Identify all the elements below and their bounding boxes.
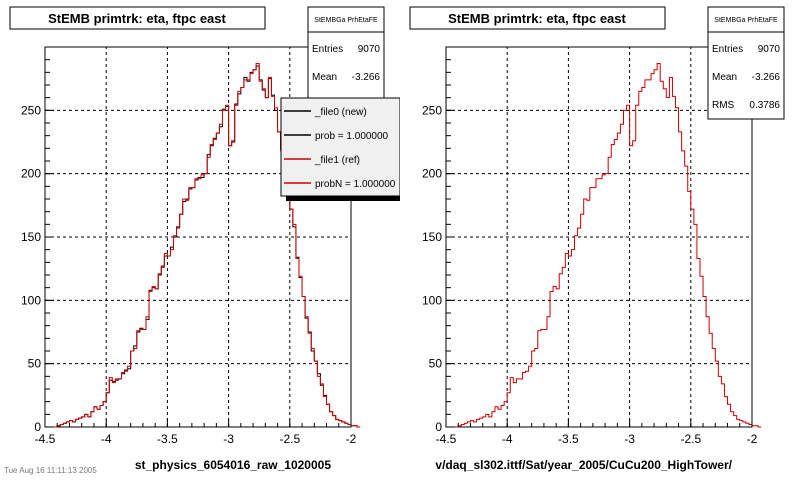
x-tick-label: -2.5: [279, 432, 300, 446]
stats-box: StEMBGa PrhEtaFE Entries 9070 Mean -3.266: [307, 6, 385, 100]
stats-mean-value: -3.266: [752, 72, 781, 83]
title-box: StEMB primtrk: eta, ftpc east: [409, 6, 666, 30]
y-tick-label: 200: [422, 167, 442, 181]
footer-timestamp: Tue Aug 16 11:11:13 2005: [4, 466, 97, 475]
stats-mean-value: -3.266: [352, 72, 381, 83]
legend-label: probN = 1.000000: [315, 179, 396, 190]
x-tick-label: -3: [223, 432, 234, 446]
y-tick-label: 150: [422, 230, 442, 244]
y-tick-label: 100: [21, 293, 41, 307]
x-tick-label: -2: [747, 432, 758, 446]
stats-rms-label: RMS: [712, 100, 735, 111]
stats-name: StEMBGa PrhEtaFE: [714, 17, 778, 24]
stats-entries-value: 9070: [358, 44, 381, 55]
x-axis-label: v/daq_sl302.ittf/Sat/year_2005/CuCu200_H…: [435, 458, 732, 472]
legend-label: _file1 (ref): [314, 155, 360, 166]
stats-box: StEMBGa PrhEtaFE Entries 9070 Mean -3.266 RMS…: [707, 6, 785, 120]
y-tick-label: 200: [21, 167, 41, 181]
stats-frame: [307, 6, 385, 100]
y-tick-label: 100: [422, 293, 442, 307]
x-tick-label: -3.5: [157, 432, 178, 446]
x-tick-label: -4: [502, 432, 513, 446]
stats-mean-label: Mean: [312, 72, 337, 83]
stats-entries-value: 9070: [758, 44, 781, 55]
histogram-panel-left: -4.5 -4 -3.5 -3 -2.5 -2 0 50 100 150 200 250 st_phys…: [0, 0, 401, 480]
y-tick-label: 0: [34, 420, 41, 434]
y-tick-label: 50: [28, 357, 42, 371]
histogram-right: -4.5 -4 -3.5 -3 -2.5 -2 0 50 100 150 200 250 v/daq_s…: [409, 6, 785, 472]
legend-label: _file0 (new): [314, 107, 367, 118]
y-tick-label: 150: [21, 230, 41, 244]
x-tick-label: -4: [101, 432, 112, 446]
histogram-series: [446, 62, 762, 428]
stats-mean-label: Mean: [712, 72, 737, 83]
y-tick-label: 50: [429, 357, 443, 371]
histogram-panel-right: -4.5 -4 -3.5 -3 -2.5 -2 0 50 100 150 200 250 v/daq_s…: [400, 0, 800, 480]
x-tick-label: -3.5: [558, 432, 579, 446]
legend: _file0 (new) prob = 1.000000 _file1 (ref) p…: [280, 97, 401, 201]
legend-label: prob = 1.000000: [315, 131, 389, 142]
stats-frame: [707, 6, 785, 120]
x-tick-label: -2.5: [680, 432, 701, 446]
title-box: StEMB primtrk: eta, ftpc east: [9, 6, 266, 30]
stats-rms-value: 0.3786: [749, 100, 780, 111]
title-frame: [9, 6, 266, 30]
histogram-series-ref: [45, 62, 361, 428]
histogram-left: -4.5 -4 -3.5 -3 -2.5 -2 0 50 100 150 200 250 st_phys…: [9, 6, 401, 472]
y-tick-label: 0: [435, 420, 442, 434]
stats-entries-label: Entries: [312, 44, 343, 55]
x-tick-label: -2: [346, 432, 357, 446]
x-tick-label: -4.5: [436, 432, 457, 446]
legend-frame: [280, 97, 401, 197]
x-tick-label: -3: [624, 432, 635, 446]
chart-title: StEMB primtrk: eta, ftpc east: [448, 11, 626, 26]
chart-title: StEMB primtrk: eta, ftpc east: [48, 11, 226, 26]
stats-entries-label: Entries: [712, 44, 743, 55]
stats-name: StEMBGa PrhEtaFE: [314, 17, 378, 24]
title-frame: [409, 6, 666, 30]
x-tick-label: -4.5: [35, 432, 56, 446]
x-axis-label: st_physics_6054016_raw_1020005: [135, 458, 331, 472]
y-tick-label: 250: [422, 103, 442, 117]
y-tick-label: 250: [21, 103, 41, 117]
